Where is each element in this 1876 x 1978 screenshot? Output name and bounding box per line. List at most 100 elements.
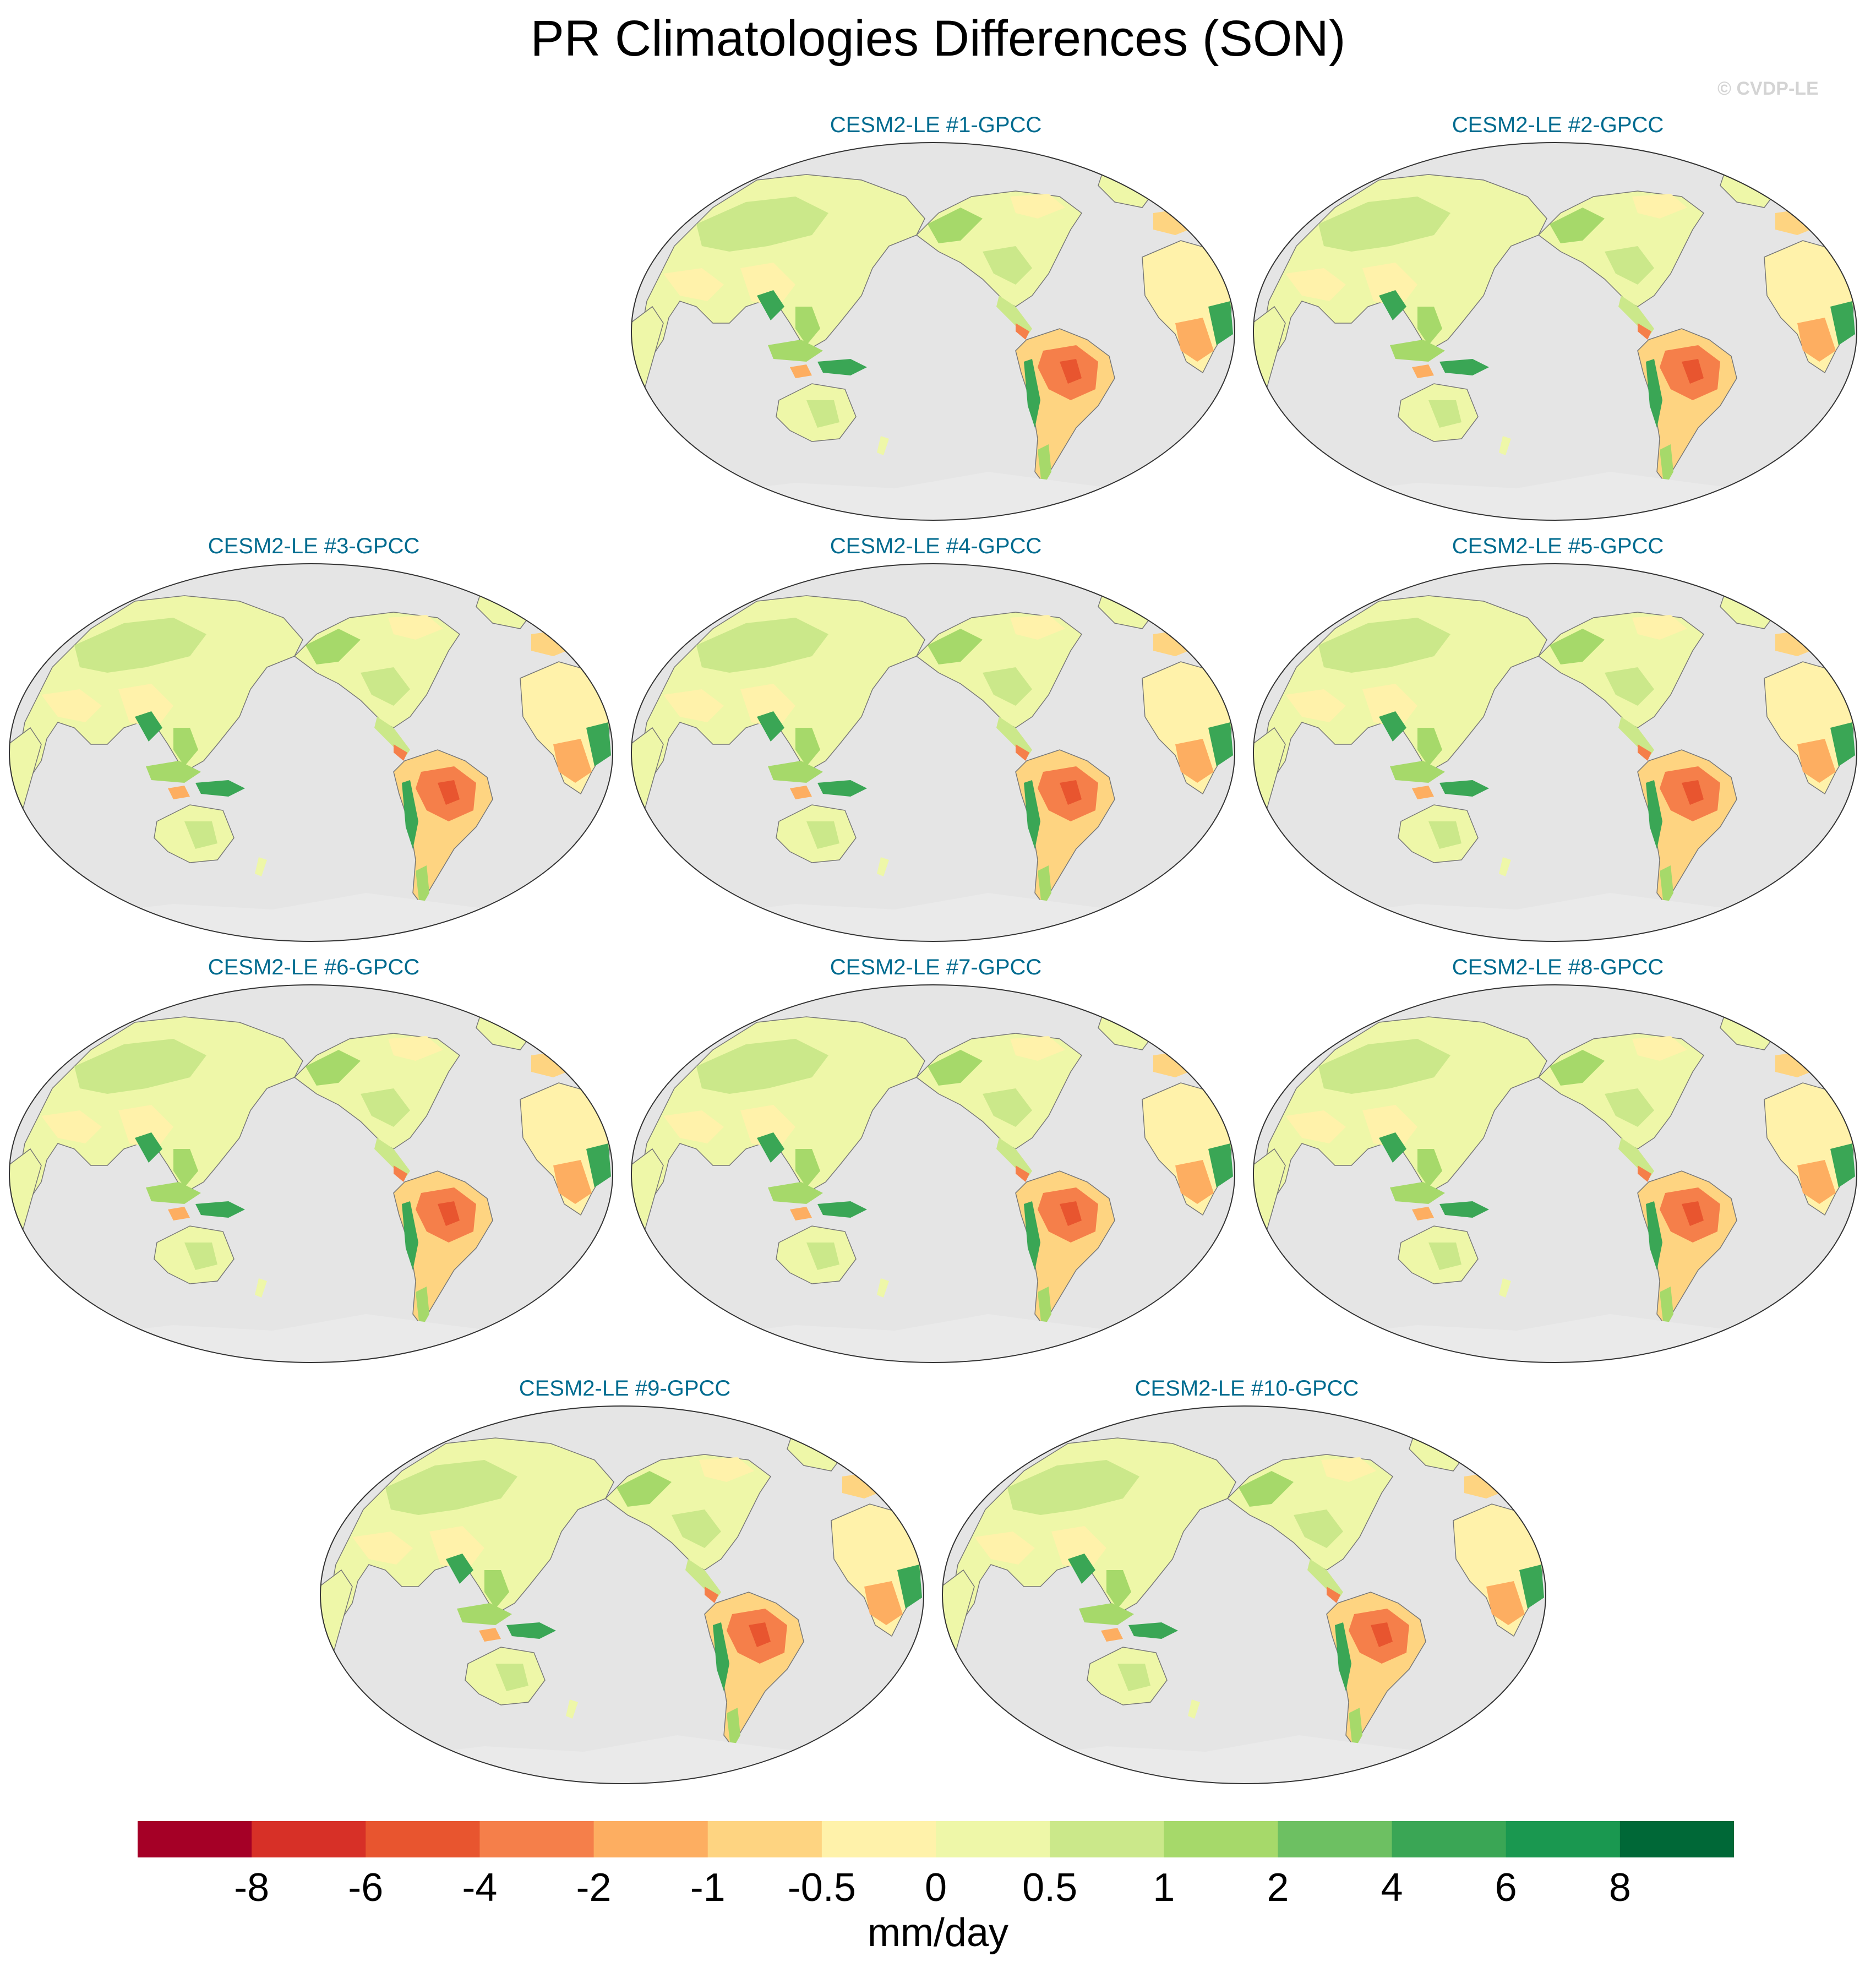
- land-region: [1550, 629, 1605, 664]
- land-region: [429, 1526, 484, 1570]
- land-region: [1010, 615, 1065, 640]
- colorbar-tick-label: 8: [1608, 1866, 1631, 1910]
- land-region: [41, 1110, 102, 1143]
- land-region: [1660, 444, 1673, 488]
- land-region: [1390, 340, 1445, 362]
- land-region: [1646, 359, 1662, 428]
- panel-title: CESM2-LE #4-GPCC: [830, 534, 1042, 558]
- colorbar: [138, 1821, 1734, 1857]
- land-region: [1038, 865, 1051, 909]
- panel-title: CESM2-LE #2-GPCC: [1452, 113, 1664, 137]
- land-region: [1632, 615, 1687, 640]
- land-region: [817, 780, 867, 797]
- land-region: [740, 684, 795, 728]
- land-region: [553, 1160, 592, 1204]
- land-region: [1208, 722, 1233, 766]
- land-region: [1439, 780, 1489, 797]
- land-region: [864, 1581, 903, 1625]
- world-map: [631, 984, 1235, 1363]
- panel-title: CESM2-LE #10-GPCC: [1135, 1376, 1359, 1401]
- land-region: [806, 1243, 839, 1270]
- land-region: [394, 1165, 407, 1182]
- land-region: [1417, 728, 1442, 766]
- world-map: [942, 1405, 1546, 1784]
- land-region: [696, 618, 828, 673]
- colorbar-tick-label: 0: [924, 1866, 947, 1910]
- land-region: [1439, 359, 1489, 375]
- land-region: [996, 1138, 1032, 1179]
- panel-title: CESM2-LE #6-GPCC: [208, 955, 420, 979]
- land-region: [1060, 780, 1082, 805]
- land-region: [757, 290, 784, 320]
- land-layer: [9, 1005, 612, 1363]
- colorbar-segment: [1278, 1821, 1393, 1857]
- map-panel: CESM2-LE #5-GPCC: [1252, 534, 1863, 952]
- panel-title: CESM2-LE #5-GPCC: [1452, 534, 1664, 558]
- land-region: [1412, 1207, 1434, 1220]
- land-region: [1239, 1471, 1294, 1507]
- land-region: [1024, 1201, 1040, 1270]
- land-region: [1682, 359, 1704, 384]
- land-region: [685, 1559, 721, 1600]
- land-region: [1038, 444, 1051, 488]
- land-region: [696, 1039, 828, 1094]
- land-region: [168, 786, 190, 799]
- land-region: [727, 1708, 740, 1752]
- colorbar-segment: [936, 1821, 1050, 1857]
- land-region: [1682, 780, 1704, 805]
- land-region: [184, 821, 217, 849]
- land-region: [1175, 1160, 1214, 1204]
- land-region: [1605, 1088, 1654, 1127]
- world-map: [631, 142, 1235, 521]
- land-region: [255, 857, 267, 876]
- land-region: [1010, 194, 1065, 219]
- map-panel: CESM2-LE #1-GPCC: [630, 113, 1241, 531]
- land-region: [1175, 739, 1214, 783]
- land-region: [74, 1039, 206, 1094]
- land-region: [1499, 857, 1511, 876]
- map-panel: CESM2-LE #9-GPCC: [319, 1376, 930, 1795]
- land-region: [1638, 744, 1651, 761]
- land-region: [173, 1149, 198, 1187]
- land-region: [74, 618, 206, 673]
- land-region: [740, 1105, 795, 1149]
- land-region: [1797, 318, 1836, 362]
- colorbar-tick-label: 0.5: [1022, 1866, 1078, 1910]
- land-region: [361, 1088, 410, 1127]
- map-panel: CESM2-LE #7-GPCC: [630, 955, 1241, 1374]
- land-region: [1379, 1132, 1406, 1163]
- land-region: [1307, 1559, 1343, 1600]
- panel-title: CESM2-LE #3-GPCC: [208, 534, 420, 558]
- land-region: [416, 865, 429, 909]
- land-region: [135, 711, 162, 742]
- colorbar-tick-label: -0.5: [787, 1866, 856, 1910]
- panel-title: CESM2-LE #8-GPCC: [1452, 955, 1664, 979]
- land-region: [1010, 1036, 1065, 1061]
- colorbar-segment: [252, 1821, 366, 1857]
- land-region: [1106, 1570, 1131, 1609]
- land-region: [699, 1457, 754, 1482]
- land-region: [1486, 1581, 1525, 1625]
- land-region: [195, 1201, 245, 1218]
- land-region: [1321, 1457, 1376, 1482]
- land-region: [1051, 1526, 1106, 1570]
- land-region: [385, 1460, 517, 1515]
- land-region: [1428, 400, 1461, 428]
- colorbar-segment: [1392, 1821, 1507, 1857]
- map-border: [1253, 563, 1857, 942]
- land-region: [983, 246, 1032, 285]
- colorbar-tick-labels: -8 -6 -4 -2 -1 -0.5 0 0.5 1 2 4 6 8: [0, 1865, 1876, 1915]
- land-region: [1618, 296, 1654, 337]
- land-region: [1379, 711, 1406, 742]
- land-region: [1550, 208, 1605, 243]
- land-region: [306, 1050, 361, 1086]
- land-region: [790, 364, 812, 378]
- land-region: [457, 1603, 512, 1625]
- colorbar-tick-label: 2: [1267, 1866, 1289, 1910]
- land-region: [1016, 323, 1029, 340]
- map-border: [1253, 142, 1857, 521]
- land-region: [438, 1201, 460, 1226]
- land-region: [1024, 359, 1040, 428]
- colorbar-segment: [593, 1821, 708, 1857]
- land-region: [1412, 786, 1434, 799]
